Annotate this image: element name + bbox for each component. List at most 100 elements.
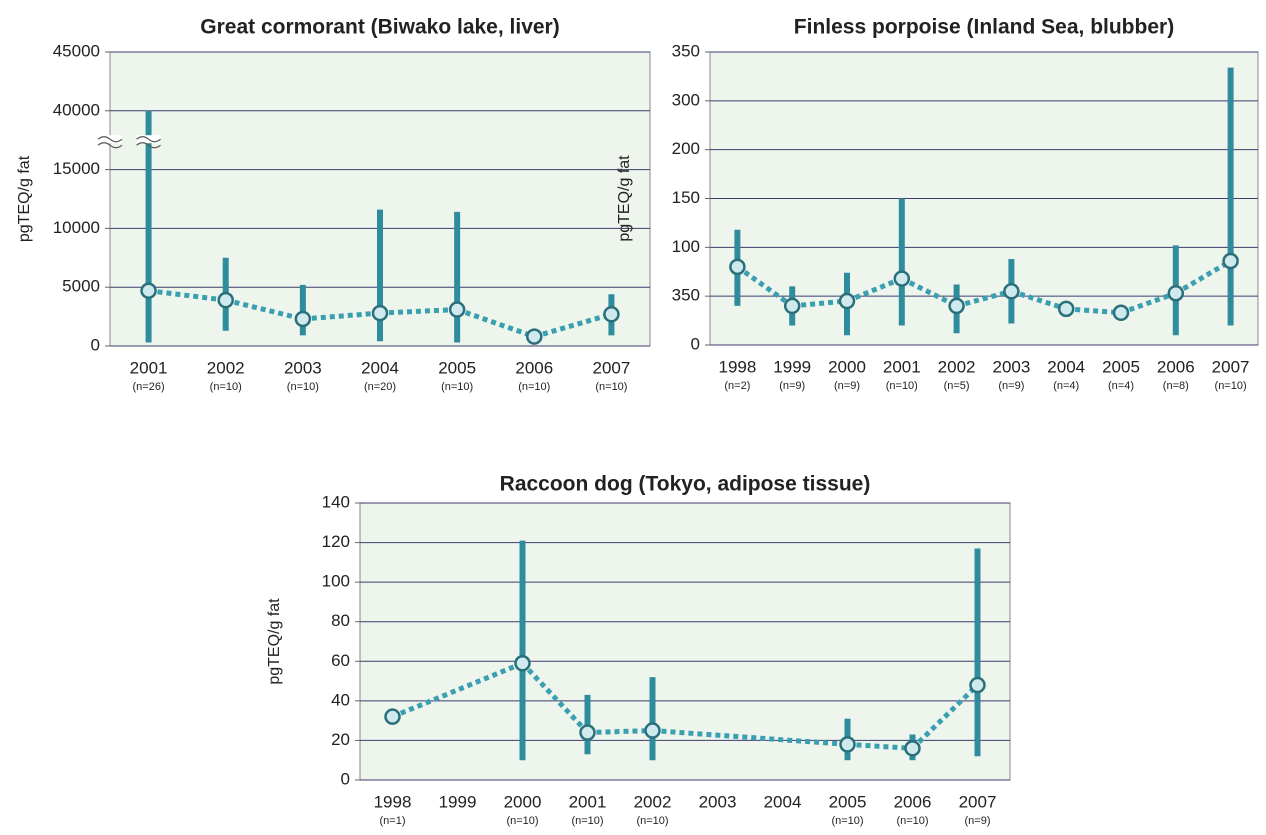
y-tick-label: 120 xyxy=(322,532,350,551)
trend-line xyxy=(1120,290,1177,316)
trend-line xyxy=(225,297,304,322)
trend-line xyxy=(533,311,613,339)
sample-size-label: (n=5) xyxy=(944,380,970,392)
sample-size-label: (n=26) xyxy=(133,381,165,393)
x-tick-label: 2002 xyxy=(207,358,245,377)
x-tick-label: 1999 xyxy=(773,357,811,376)
axis-break-mark xyxy=(136,142,161,149)
x-tick-label: 2001 xyxy=(883,357,921,376)
x-tick-label: 2005 xyxy=(829,792,867,811)
chart-title: Great cormorant (Biwako lake, liver) xyxy=(200,16,559,39)
trend-line xyxy=(847,741,913,751)
sample-size-label: (n=10) xyxy=(896,815,928,827)
median-point xyxy=(948,297,965,315)
median-point xyxy=(140,282,157,299)
x-tick-label: 1999 xyxy=(439,792,477,811)
x-tick-label: 2004 xyxy=(764,792,802,811)
x-tick-label: 2006 xyxy=(515,358,553,377)
median-point xyxy=(783,297,801,315)
trend-line xyxy=(379,307,458,316)
x-tick-label: 2000 xyxy=(828,357,866,376)
median-point xyxy=(371,304,389,322)
median-point xyxy=(294,310,312,328)
x-tick-label: 2005 xyxy=(1102,357,1140,376)
y-tick-label: 0 xyxy=(691,334,700,353)
trend-line xyxy=(302,310,381,322)
sample-size-label: (n=9) xyxy=(998,380,1024,392)
y-tick-label: 45000 xyxy=(53,41,100,60)
sample-size-label: (n=10) xyxy=(210,381,242,393)
trend-line xyxy=(587,728,653,736)
x-tick-label: 2001 xyxy=(130,358,168,377)
trend-line xyxy=(1010,288,1067,312)
sample-size-label: (n=10) xyxy=(1215,380,1247,392)
trend-line xyxy=(910,683,980,751)
x-tick-label: 1998 xyxy=(374,792,412,811)
median-point xyxy=(1112,304,1130,322)
trend-line xyxy=(456,307,536,339)
median-point xyxy=(893,270,911,287)
trend-line xyxy=(735,264,794,308)
sample-size-label: (n=8) xyxy=(1163,380,1189,392)
x-tick-label: 2003 xyxy=(699,792,737,811)
sample-size-label: (n=10) xyxy=(287,381,319,393)
x-tick-label: 2004 xyxy=(1047,357,1085,376)
median-point xyxy=(904,740,921,757)
median-point xyxy=(217,291,234,309)
y-tick-label: 200 xyxy=(672,139,700,158)
subplot: Raccoon dog (Tokyo, adipose tissue) pgTEQ… xyxy=(266,473,1011,827)
median-point xyxy=(1057,300,1075,318)
y-tick-label: 150 xyxy=(672,188,700,207)
median-point xyxy=(1167,284,1185,302)
median-point xyxy=(969,676,986,694)
axis-break-mark xyxy=(136,136,161,143)
x-tick-label: 2006 xyxy=(1157,357,1195,376)
x-tick-label: 2004 xyxy=(361,358,399,377)
trend-line xyxy=(791,298,848,309)
axis-break-mark xyxy=(97,136,123,143)
sample-size-label: (n=10) xyxy=(571,815,603,827)
y-tick-label: 350 xyxy=(672,286,700,305)
x-tick-label: 2003 xyxy=(284,358,322,377)
sample-size-label: (n=10) xyxy=(636,815,668,827)
y-tick-label: 10000 xyxy=(53,218,100,237)
trend-line xyxy=(955,288,1013,309)
sample-size-label: (n=9) xyxy=(779,380,805,392)
y-tick-label: 100 xyxy=(322,572,350,591)
y-tick-label: 140 xyxy=(322,492,350,511)
trend-line xyxy=(1174,258,1232,296)
x-tick-label: 2001 xyxy=(569,792,607,811)
median-point xyxy=(526,328,543,345)
median-point xyxy=(838,292,856,310)
y-tick-label: 100 xyxy=(672,237,700,256)
median-point xyxy=(729,258,746,276)
sample-size-label: (n=10) xyxy=(886,380,918,392)
y-tick-label: 15000 xyxy=(53,159,100,178)
y-tick-label: 0 xyxy=(91,335,100,354)
x-tick-label: 2003 xyxy=(992,357,1030,376)
x-tick-label: 2007 xyxy=(1212,357,1250,376)
x-tick-label: 2002 xyxy=(938,357,976,376)
sample-size-label: (n=10) xyxy=(831,815,863,827)
trend-line xyxy=(1066,306,1122,316)
y-tick-label: 300 xyxy=(672,90,700,109)
sample-size-label: (n=4) xyxy=(1053,380,1079,392)
axis-break-mark xyxy=(97,142,123,149)
sample-size-label: (n=2) xyxy=(724,380,750,392)
subplot: Great cormorant (Biwako lake, liver) pgTE… xyxy=(16,16,651,393)
y-tick-label: 20 xyxy=(331,730,350,749)
sample-size-label: (n=10) xyxy=(506,815,538,827)
y-tick-label: 0 xyxy=(341,769,350,788)
y-tick-label: 5000 xyxy=(62,277,100,296)
x-tick-label: 2006 xyxy=(894,792,932,811)
chart-title: Raccoon dog (Tokyo, adipose tissue) xyxy=(500,473,871,496)
x-tick-label: 2002 xyxy=(634,792,672,811)
sample-size-label: (n=9) xyxy=(965,815,991,827)
x-tick-label: 1998 xyxy=(718,357,756,376)
y-tick-label: 60 xyxy=(331,651,350,670)
x-tick-label: 2007 xyxy=(959,792,997,811)
x-tick-label: 2000 xyxy=(504,792,542,811)
trend-line xyxy=(652,728,848,747)
sample-size-label: (n=10) xyxy=(595,381,627,393)
